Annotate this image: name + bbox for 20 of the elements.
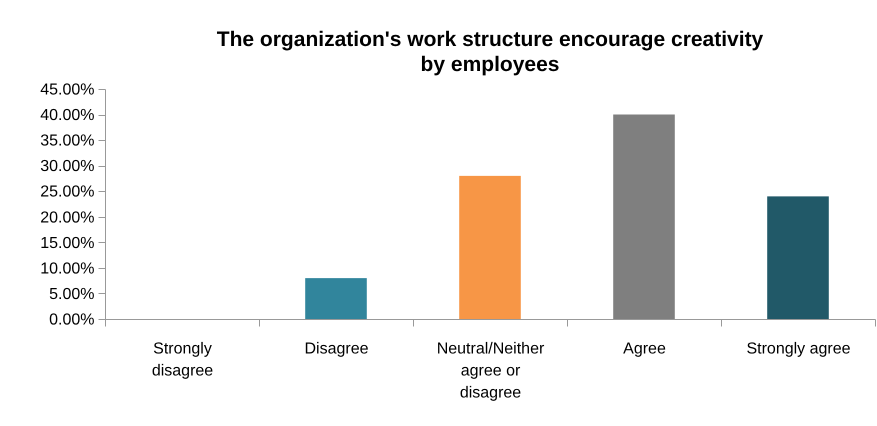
x-tick-label: Strongly agree <box>746 340 851 358</box>
y-tick-label: 35.00% <box>40 132 94 150</box>
x-tick-label: Strongly disagree <box>152 340 214 380</box>
y-tick-label: 10.00% <box>40 260 94 278</box>
y-tick-label: 20.00% <box>40 209 94 226</box>
bar <box>305 278 367 319</box>
y-tick-label: 5.00% <box>49 286 94 303</box>
bar <box>767 196 829 319</box>
y-tick-label: 40.00% <box>40 107 94 124</box>
x-tick-label: Disagree <box>304 340 369 358</box>
x-tick-label: Neutral/Neither agree or disagree <box>436 340 545 402</box>
bar <box>613 114 675 319</box>
y-tick-label: 45.00% <box>40 82 94 98</box>
y-tick-label: 30.00% <box>40 158 94 176</box>
chart-title: The organization's work structure encourage creativity by employees <box>216 28 764 76</box>
y-tick-label: 25.00% <box>40 184 94 201</box>
bar <box>459 176 521 319</box>
x-tick-label: Agree <box>623 340 666 358</box>
y-tick-label: 15.00% <box>40 234 94 252</box>
y-tick-label: 0.00% <box>49 312 94 328</box>
